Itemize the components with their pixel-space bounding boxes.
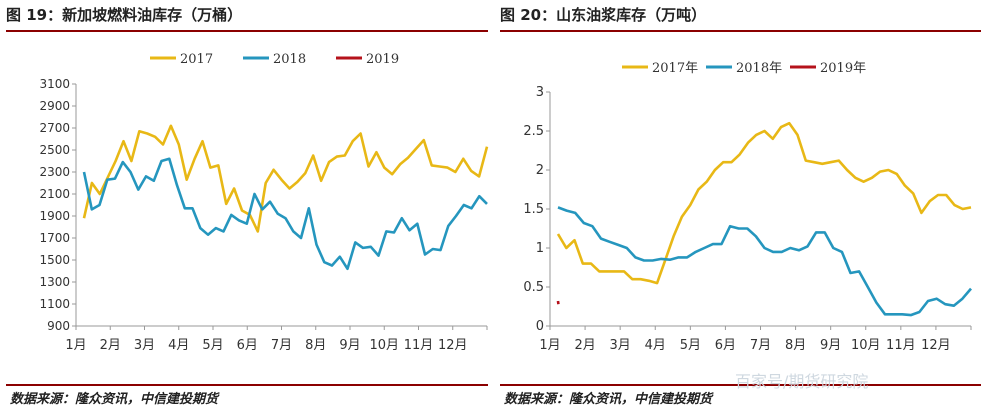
- right-chart: 3 2.5 2 1.5 1 0.5 0 1月 2月 3月 4月 5月 6月 7月 8月 9月 10月 11月 12月…: [523, 61, 972, 353]
- legend-label: 2019: [366, 52, 399, 67]
- source-note: 数据来源：隆众资讯，中信建投期货: [10, 392, 219, 407]
- y-tick-label: 1: [536, 241, 544, 256]
- y-tick-label: 0.5: [523, 280, 544, 295]
- series-line-2017: [82, 124, 489, 233]
- legend-label: 2018年: [736, 61, 782, 76]
- y-tick-label: 2300: [39, 165, 70, 179]
- watermark: 百家号/期货研究院: [735, 372, 869, 391]
- legend-label: 2017: [180, 52, 213, 67]
- bottom-rule: [500, 384, 981, 386]
- y-tick-label: 3100: [39, 77, 70, 91]
- y-tick-label: 900: [47, 319, 70, 333]
- x-tick-label: 2月: [100, 338, 121, 353]
- x-tick-label: 9月: [339, 338, 360, 353]
- x-tick-label: 1月: [65, 338, 86, 353]
- chart-title: 图 20：山东油浆库存（万吨）: [500, 6, 707, 24]
- x-tick-label: 3月: [610, 338, 631, 353]
- left-chart: 3100 2900 2700 2500 2300 2100 1900 1700 1500 1300…: [39, 52, 489, 353]
- y-tick-label: 1500: [39, 253, 70, 267]
- y-tick-label: 1700: [39, 231, 70, 245]
- x-tick-label: 10月: [369, 338, 399, 353]
- x-tick-label: 8月: [785, 338, 806, 353]
- x-tick-label: 11月: [404, 338, 434, 353]
- chart-title: 图 19：新加坡燃料油库存（万桶）: [6, 6, 243, 24]
- x-tick-label: 6月: [715, 338, 736, 353]
- bottom-rule: [6, 384, 488, 386]
- y-tick-label: 2100: [39, 187, 70, 201]
- y-tick-label: 1900: [39, 209, 70, 223]
- y-tick-label: 1300: [39, 275, 70, 289]
- x-tick-label: 1月: [539, 338, 560, 353]
- left-panel: 图 19：新加坡燃料油库存（万桶） 3100 2900 2700 2500 2300 21…: [6, 6, 489, 407]
- x-tick-label: 12月: [438, 338, 468, 353]
- y-tick-label: 3: [536, 85, 544, 100]
- x-tick-label: 7月: [750, 338, 771, 353]
- x-tick-label: 9月: [820, 338, 841, 353]
- y-tick-label: 1100: [39, 297, 70, 311]
- x-tick-label: 10月: [851, 338, 881, 353]
- x-tick-label: 2月: [574, 338, 595, 353]
- series-line-2017年: [556, 121, 972, 285]
- y-tick-label: 2: [536, 163, 544, 178]
- legend-label: 2018: [273, 52, 306, 67]
- series-line-2018: [82, 157, 488, 271]
- x-tick-label: 7月: [271, 338, 292, 353]
- y-tick-label: 1.5: [523, 202, 544, 217]
- y-tick-label: 0: [536, 319, 544, 334]
- x-tick-label: 8月: [305, 338, 326, 353]
- legend-label: 2017年: [652, 61, 698, 76]
- source-note: 数据来源：隆众资讯，中信建投期货: [504, 392, 713, 407]
- y-tick-label: 2.5: [523, 124, 544, 139]
- x-tick-label: 3月: [134, 338, 155, 353]
- x-tick-label: 6月: [237, 338, 258, 353]
- series-line-2018年: [557, 206, 972, 317]
- y-tick-label: 2900: [39, 99, 70, 113]
- x-tick-label: 4月: [645, 338, 666, 353]
- title-rule: [6, 30, 488, 32]
- title-rule: [500, 30, 981, 32]
- y-tick-label: 2500: [39, 143, 70, 157]
- right-panel: 图 20：山东油浆库存（万吨） 3 2.5 2 1.5 1 0.5 0 1月 2月 3月 4月 5月 6…: [494, 0, 987, 412]
- legend-label: 2019年: [820, 61, 866, 76]
- x-tick-label: 11月: [886, 338, 916, 353]
- x-tick-label: 12月: [921, 338, 951, 353]
- x-tick-label: 5月: [202, 338, 223, 353]
- x-tick-label: 5月: [680, 338, 701, 353]
- x-tick-label: 4月: [168, 338, 189, 353]
- y-tick-label: 2700: [39, 121, 70, 135]
